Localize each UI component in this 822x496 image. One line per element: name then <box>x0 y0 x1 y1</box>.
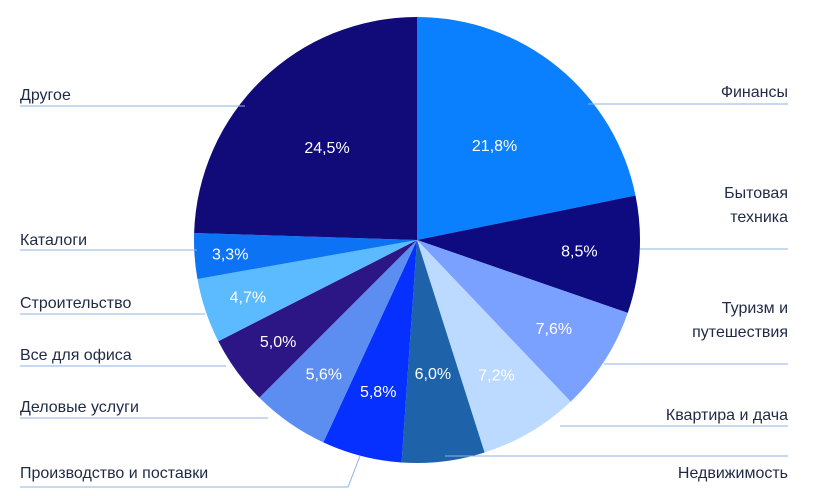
slice-value-label: 7,2% <box>478 367 514 384</box>
slice-category-label: Бытовая техника <box>724 185 788 226</box>
slice-category-label-line: Туризм и <box>722 300 788 317</box>
slice-category-label: Другое <box>20 87 71 104</box>
slice-category-label: Квартира и дача <box>666 407 788 424</box>
slice-category-label-line: Финансы <box>721 84 788 101</box>
slice-category-label-line: Все для офиса <box>20 347 132 364</box>
slice-value-label: 5,6% <box>306 367 342 384</box>
slice-value-label: 21,8% <box>472 138 517 155</box>
slice-category-label: Финансы <box>721 84 788 101</box>
slice-category-label-line: Каталоги <box>20 232 87 249</box>
pie-slice <box>401 240 485 464</box>
slice-category-label-line: Строительство <box>20 295 131 312</box>
pie-slice <box>323 240 417 463</box>
slice-value-label: 24,5% <box>304 140 349 157</box>
slice-category-label-line: Квартира и дача <box>666 407 788 424</box>
slice-category-label-line: путешествия <box>692 324 788 341</box>
slice-category-label-line: Производство и поставки <box>20 465 208 482</box>
slice-category-label: Строительство <box>20 295 131 312</box>
slice-category-label: Каталоги <box>20 232 87 249</box>
slice-value-label: 6,0% <box>415 366 451 383</box>
leader-line <box>20 455 361 488</box>
pie-slice <box>194 17 417 240</box>
slice-value-label: 8,5% <box>561 244 597 261</box>
pie-slice <box>218 240 417 398</box>
pie-slice <box>417 240 571 453</box>
slice-value-label: 5,8% <box>360 384 396 401</box>
pie-slice <box>417 240 628 402</box>
slice-value-label: 5,0% <box>260 334 296 351</box>
pie-slice <box>417 17 636 240</box>
slice-category-label: Деловые услуги <box>20 399 139 416</box>
pie-slice <box>259 240 417 443</box>
slice-category-label-line: Другое <box>20 87 71 104</box>
pie-slice <box>193 233 417 280</box>
slice-category-label-line: техника <box>730 209 788 226</box>
slice-value-label: 7,6% <box>536 321 572 338</box>
slice-category-label: Недвижимость <box>678 465 788 482</box>
pie-slice <box>417 195 641 313</box>
slice-category-label-line: Бытовая <box>724 185 788 202</box>
slice-value-label: 4,7% <box>230 290 266 307</box>
slice-category-label: Туризм и путешествия <box>692 300 788 341</box>
slice-category-label: Производство и поставки <box>20 465 208 482</box>
slice-category-label-line: Деловые услуги <box>20 399 139 416</box>
slice-value-label: 3,3% <box>212 247 248 264</box>
pie-slice <box>197 240 417 342</box>
slice-category-label: Все для офиса <box>20 347 132 364</box>
slice-category-label-line: Недвижимость <box>678 465 788 482</box>
